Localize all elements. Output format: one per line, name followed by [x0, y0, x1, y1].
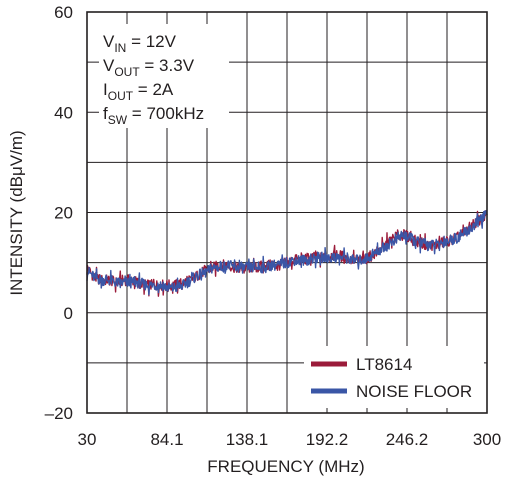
- plot-lines: [86, 209, 488, 297]
- legend-label-lt8614: LT8614: [356, 355, 412, 374]
- plot-frame: [86, 11, 488, 414]
- x-tick-labels: 30 84.1 138.1 192.2 246.2 300: [78, 430, 502, 449]
- annotation-line: VOUT = 3.3V: [103, 56, 195, 79]
- legend-background: [304, 346, 484, 408]
- annotation-background: [99, 24, 229, 128]
- x-tick-label: 192.2: [306, 430, 349, 449]
- y-tick-label: 40: [54, 103, 73, 122]
- y-tick-labels: 60 40 20 0 –20: [45, 3, 73, 423]
- annotation-line: fSW = 700kHz: [103, 104, 204, 127]
- legend: LT8614 NOISE FLOOR: [304, 346, 484, 408]
- x-tick-label: 300: [473, 430, 501, 449]
- series-line-noise-floor: [86, 209, 488, 296]
- y-tick-label: 0: [64, 304, 73, 323]
- y-tick-label: 20: [54, 204, 73, 223]
- y-tick-label: 60: [54, 3, 73, 22]
- x-tick-label: 30: [78, 430, 97, 449]
- x-tick-label: 246.2: [386, 430, 429, 449]
- annotation-line: IOUT = 2A: [103, 80, 174, 103]
- legend-label-noise-floor: NOISE FLOOR: [356, 382, 472, 401]
- annotation-line: VIN = 12V: [103, 32, 177, 55]
- x-tick-label: 84.1: [150, 430, 183, 449]
- x-tick-label: 138.1: [226, 430, 269, 449]
- x-axis-title: FREQUENCY (MHz): [207, 457, 364, 476]
- y-axis-title: INTENSITY (dBμV/m): [7, 130, 26, 295]
- y-tick-label: –20: [45, 404, 73, 423]
